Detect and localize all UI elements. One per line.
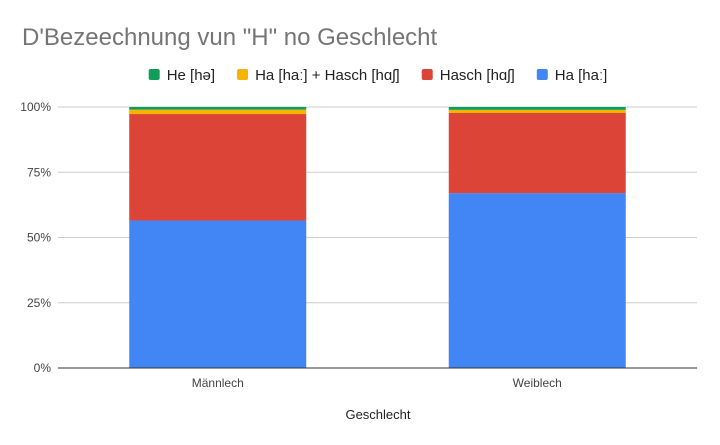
legend-swatch [536,69,548,80]
y-axis-ticks: 0% 25% 50% 75% 100% [20,100,51,375]
bar-segment [448,107,626,110]
legend-label: Ha [haː] + Hasch [hɑʃ] [255,67,400,84]
legend-label: Hasch [hɑʃ] [440,67,515,84]
bars [129,107,626,368]
bar-segment [448,109,626,114]
legend-swatch [148,69,160,80]
bar-segment [129,114,307,221]
y-tick-label: 100% [20,100,51,114]
bar-segment [448,113,626,194]
x-tick-label: Weiblech [513,376,562,390]
legend-swatch [421,69,433,80]
y-tick-label: 25% [27,296,51,310]
legend: He [hə] Ha [haː] + Hasch [hɑʃ] Hasch [hɑʃ]… [148,67,608,84]
x-axis-title: Geschlecht [345,407,410,422]
y-tick-label: 75% [27,165,51,179]
y-tick-label: 50% [27,231,51,245]
x-tick-label: Männlech [192,376,244,390]
bar-segment [129,109,307,115]
bar-segment [129,220,307,368]
legend-label: Ha [haː] [555,67,608,84]
bar-segment [448,193,626,368]
legend-label: He [hə] [167,67,215,84]
y-tick-label: 0% [34,361,52,375]
bar-segment [129,107,307,110]
legend-swatch [237,69,249,80]
x-axis-ticks: Männlech Weiblech [192,376,562,390]
chart-title: D'Bezeechnung vun "H" no Geschlecht [22,24,438,51]
